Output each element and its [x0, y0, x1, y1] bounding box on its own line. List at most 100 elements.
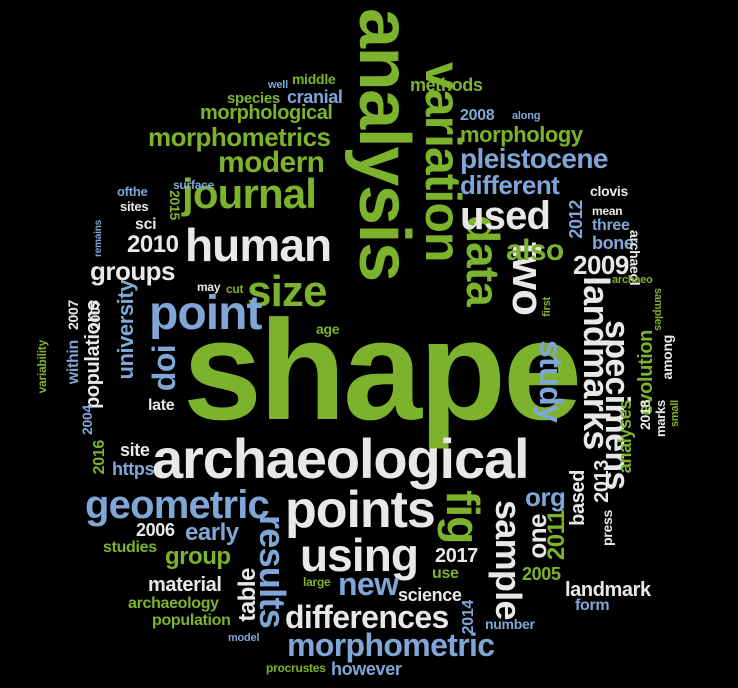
word-morphology: morphology — [460, 122, 583, 147]
word-also: also — [506, 234, 564, 267]
word-marks: marks — [653, 400, 668, 438]
word-https: https — [112, 459, 155, 479]
word-science: science — [398, 585, 462, 605]
word-org: org — [525, 482, 566, 512]
word-samples: samples — [652, 288, 664, 331]
word-different: different — [460, 170, 560, 200]
word-2009: 2009 — [573, 250, 629, 280]
word-doi: doi — [146, 345, 182, 392]
word-bone: bone — [592, 233, 634, 253]
word-groups: groups — [90, 256, 176, 286]
word-archaeological: archaeological — [152, 427, 530, 490]
word-modern: modern — [218, 146, 325, 179]
word-group: group — [165, 543, 231, 570]
word-2008: 2008 — [460, 107, 495, 124]
word-model: model — [228, 632, 260, 644]
word-sample: sample — [488, 500, 529, 620]
word-data: data — [457, 215, 509, 306]
word-procrustes: procrustes — [266, 661, 326, 675]
word-based: based — [567, 470, 589, 526]
word-2004: 2004 — [79, 405, 95, 436]
word-morphometric: morphometric — [287, 627, 495, 663]
word-2010: 2010 — [127, 231, 179, 258]
word-variation: variation — [415, 62, 471, 262]
word-pleistocene: pleistocene — [460, 143, 608, 174]
word-table: table — [234, 568, 261, 622]
word-2005: 2005 — [522, 564, 561, 584]
word-point: point — [149, 287, 262, 340]
word-2006: 2006 — [136, 520, 175, 540]
word-shape: shape — [183, 291, 582, 450]
word-material: material — [148, 574, 222, 596]
word-middle: middle — [292, 71, 336, 87]
word-archaeo: archaeo — [612, 274, 653, 286]
word-however: however — [331, 659, 402, 679]
word-ofthe: ofthe — [117, 184, 148, 199]
word-2012: 2012 — [566, 200, 586, 239]
word-well: well — [268, 79, 288, 91]
word-landmarks: landmarks — [576, 276, 617, 450]
word-2015: 2015 — [167, 190, 183, 221]
word-variability: variability — [35, 340, 49, 394]
word-2016: 2016 — [91, 440, 108, 475]
word-2018: 2018 — [637, 400, 653, 431]
word-age: age — [316, 321, 340, 337]
word-studies: studies — [103, 539, 157, 556]
word-university: university — [113, 280, 138, 380]
word-2014: 2014 — [460, 600, 477, 635]
word-analysis: analysis — [344, 8, 424, 281]
word-sci: sci — [135, 216, 157, 233]
word-specimens: specimens — [598, 320, 636, 490]
word-methods: methods — [410, 75, 483, 95]
word-using: using — [300, 529, 419, 581]
word-archaeol: archaeol — [627, 230, 643, 286]
word-first: first — [541, 297, 553, 317]
word-within: within — [65, 340, 82, 385]
word-species: species — [227, 90, 280, 107]
word-archaeology: archaeology — [128, 595, 219, 612]
word-may: may — [197, 280, 221, 294]
word-small: small — [669, 400, 681, 428]
word-morphometrics: morphometrics — [148, 122, 331, 152]
word-late: late — [148, 397, 175, 414]
word-site: site — [120, 440, 150, 460]
word-mean: mean — [592, 204, 623, 218]
word-sites: sites — [120, 199, 149, 214]
word-landmark: landmark — [565, 579, 651, 601]
word-three: three — [592, 217, 630, 234]
word-used: used — [460, 194, 551, 238]
word-points: points — [285, 481, 436, 539]
word-clovis: clovis — [590, 183, 629, 199]
word-use: use — [432, 565, 459, 582]
word-analyses: analyses — [615, 400, 635, 474]
word-among: among — [659, 335, 675, 380]
word-2007a: 2007 — [87, 300, 103, 331]
word-press: press — [599, 510, 615, 546]
word-remains: remains — [93, 220, 104, 257]
word-new: new — [338, 566, 399, 602]
word-population: population — [152, 612, 231, 629]
word-cut: cut — [226, 282, 244, 296]
word-fig: fig — [437, 490, 489, 544]
word-along: along — [512, 110, 541, 122]
word-two: two — [503, 242, 552, 316]
word-results: results — [252, 515, 293, 629]
word-surface: surface — [173, 178, 215, 192]
word-study: study — [533, 340, 569, 423]
word-geometric: geometric — [85, 483, 270, 527]
word-human: human — [185, 219, 332, 271]
word-form: form — [575, 597, 610, 614]
word-journal: journal — [182, 170, 317, 217]
word-size: size — [247, 267, 328, 316]
word-2011: 2011 — [543, 510, 570, 561]
word-2017: 2017 — [435, 545, 478, 567]
word-large: large — [303, 575, 331, 589]
word-2013: 2013 — [591, 460, 613, 503]
word-number: number — [485, 616, 535, 632]
word-2007b: 2007 — [65, 300, 81, 331]
word-cranial: cranial — [287, 87, 343, 107]
word-early: early — [185, 519, 239, 546]
word-morphological: morphological — [200, 102, 333, 124]
word-differences: differences — [285, 599, 449, 635]
